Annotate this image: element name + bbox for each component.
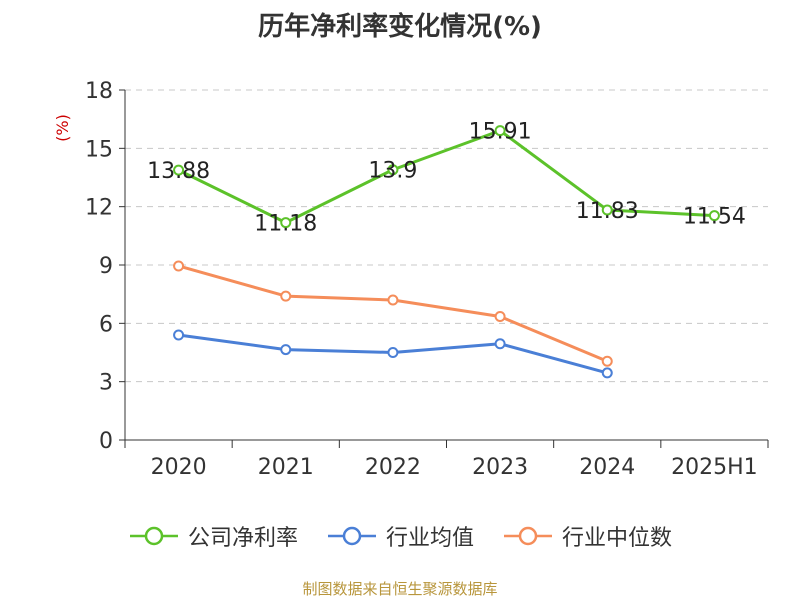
- x-tick-label: 2021: [258, 455, 314, 480]
- chart-title: 历年净利率变化情况(%): [258, 12, 542, 42]
- data-label: 11.18: [254, 212, 317, 237]
- legend-item[interactable]: 行业均值: [326, 520, 474, 552]
- data-label: 15.91: [469, 120, 532, 145]
- legend-marker-icon: [504, 526, 552, 546]
- data-point: [280, 217, 292, 229]
- legend-label: 行业均值: [385, 526, 474, 551]
- axes: 0 3 6 9 12 15 18 (%) 2020 2021 2022 2023 2024 2025H1: [53, 79, 769, 480]
- legend-item[interactable]: 公司净利率: [128, 520, 298, 552]
- data-point: [387, 347, 399, 358]
- data-point: [601, 204, 613, 216]
- data-point: [173, 329, 185, 341]
- data-labels: 13.88 11.18 13.9 15.91 11.83 11.54: [147, 120, 746, 237]
- data-point: [494, 311, 506, 323]
- y-tick-label: 3: [99, 371, 113, 396]
- data-point: [280, 344, 292, 356]
- legend-marker-icon: [327, 526, 376, 546]
- x-tick-label: 2025H1: [671, 455, 758, 480]
- data-point: [601, 355, 613, 367]
- y-tick-label: 12: [85, 196, 113, 221]
- x-tick-label: 2023: [472, 455, 528, 480]
- data-label: 13.9: [368, 159, 417, 184]
- data-point: [173, 164, 185, 176]
- data-point: [387, 294, 399, 306]
- data-point: [387, 164, 399, 176]
- series: [173, 125, 720, 379]
- data-point: [494, 338, 506, 350]
- series-line: [178, 264, 608, 363]
- grid-lines: [125, 89, 768, 383]
- legend-item[interactable]: 行业中位数: [502, 520, 672, 552]
- data-label: 11.54: [683, 205, 746, 230]
- source-note: 制图数据来自恒生聚源数据库: [302, 580, 498, 598]
- data-label: 11.83: [576, 199, 639, 224]
- x-tick-label: 2024: [579, 455, 635, 480]
- y-tick-label: 18: [85, 79, 113, 104]
- data-point: [173, 260, 185, 272]
- data-point: [708, 210, 720, 222]
- legend-marker-icon: [129, 526, 178, 546]
- data-point: [280, 290, 292, 302]
- legend-label: 公司净利率: [187, 526, 298, 551]
- y-axis-label: (%): [53, 114, 72, 142]
- y-tick-label: 15: [85, 137, 113, 162]
- legend-label: 行业中位数: [562, 526, 673, 551]
- x-tick-label: 2020: [151, 455, 207, 480]
- legend: 公司净利率 行业均值 行业中位数: [0, 520, 800, 552]
- data-point: [601, 367, 613, 379]
- series-line: [177, 129, 715, 225]
- x-tick-label: 2022: [365, 455, 421, 480]
- data-label: 13.88: [147, 159, 210, 184]
- y-tick-label: 9: [99, 254, 113, 279]
- data-point: [494, 125, 506, 137]
- y-tick-label: 0: [99, 429, 113, 454]
- y-tick-label: 6: [99, 312, 113, 337]
